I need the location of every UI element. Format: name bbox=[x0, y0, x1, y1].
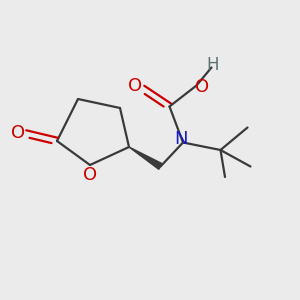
Text: O: O bbox=[195, 78, 210, 96]
Text: N: N bbox=[175, 130, 188, 148]
Polygon shape bbox=[129, 147, 162, 169]
Text: O: O bbox=[128, 76, 142, 94]
Text: O: O bbox=[11, 124, 25, 142]
Text: O: O bbox=[83, 167, 97, 184]
Text: H: H bbox=[207, 56, 219, 74]
